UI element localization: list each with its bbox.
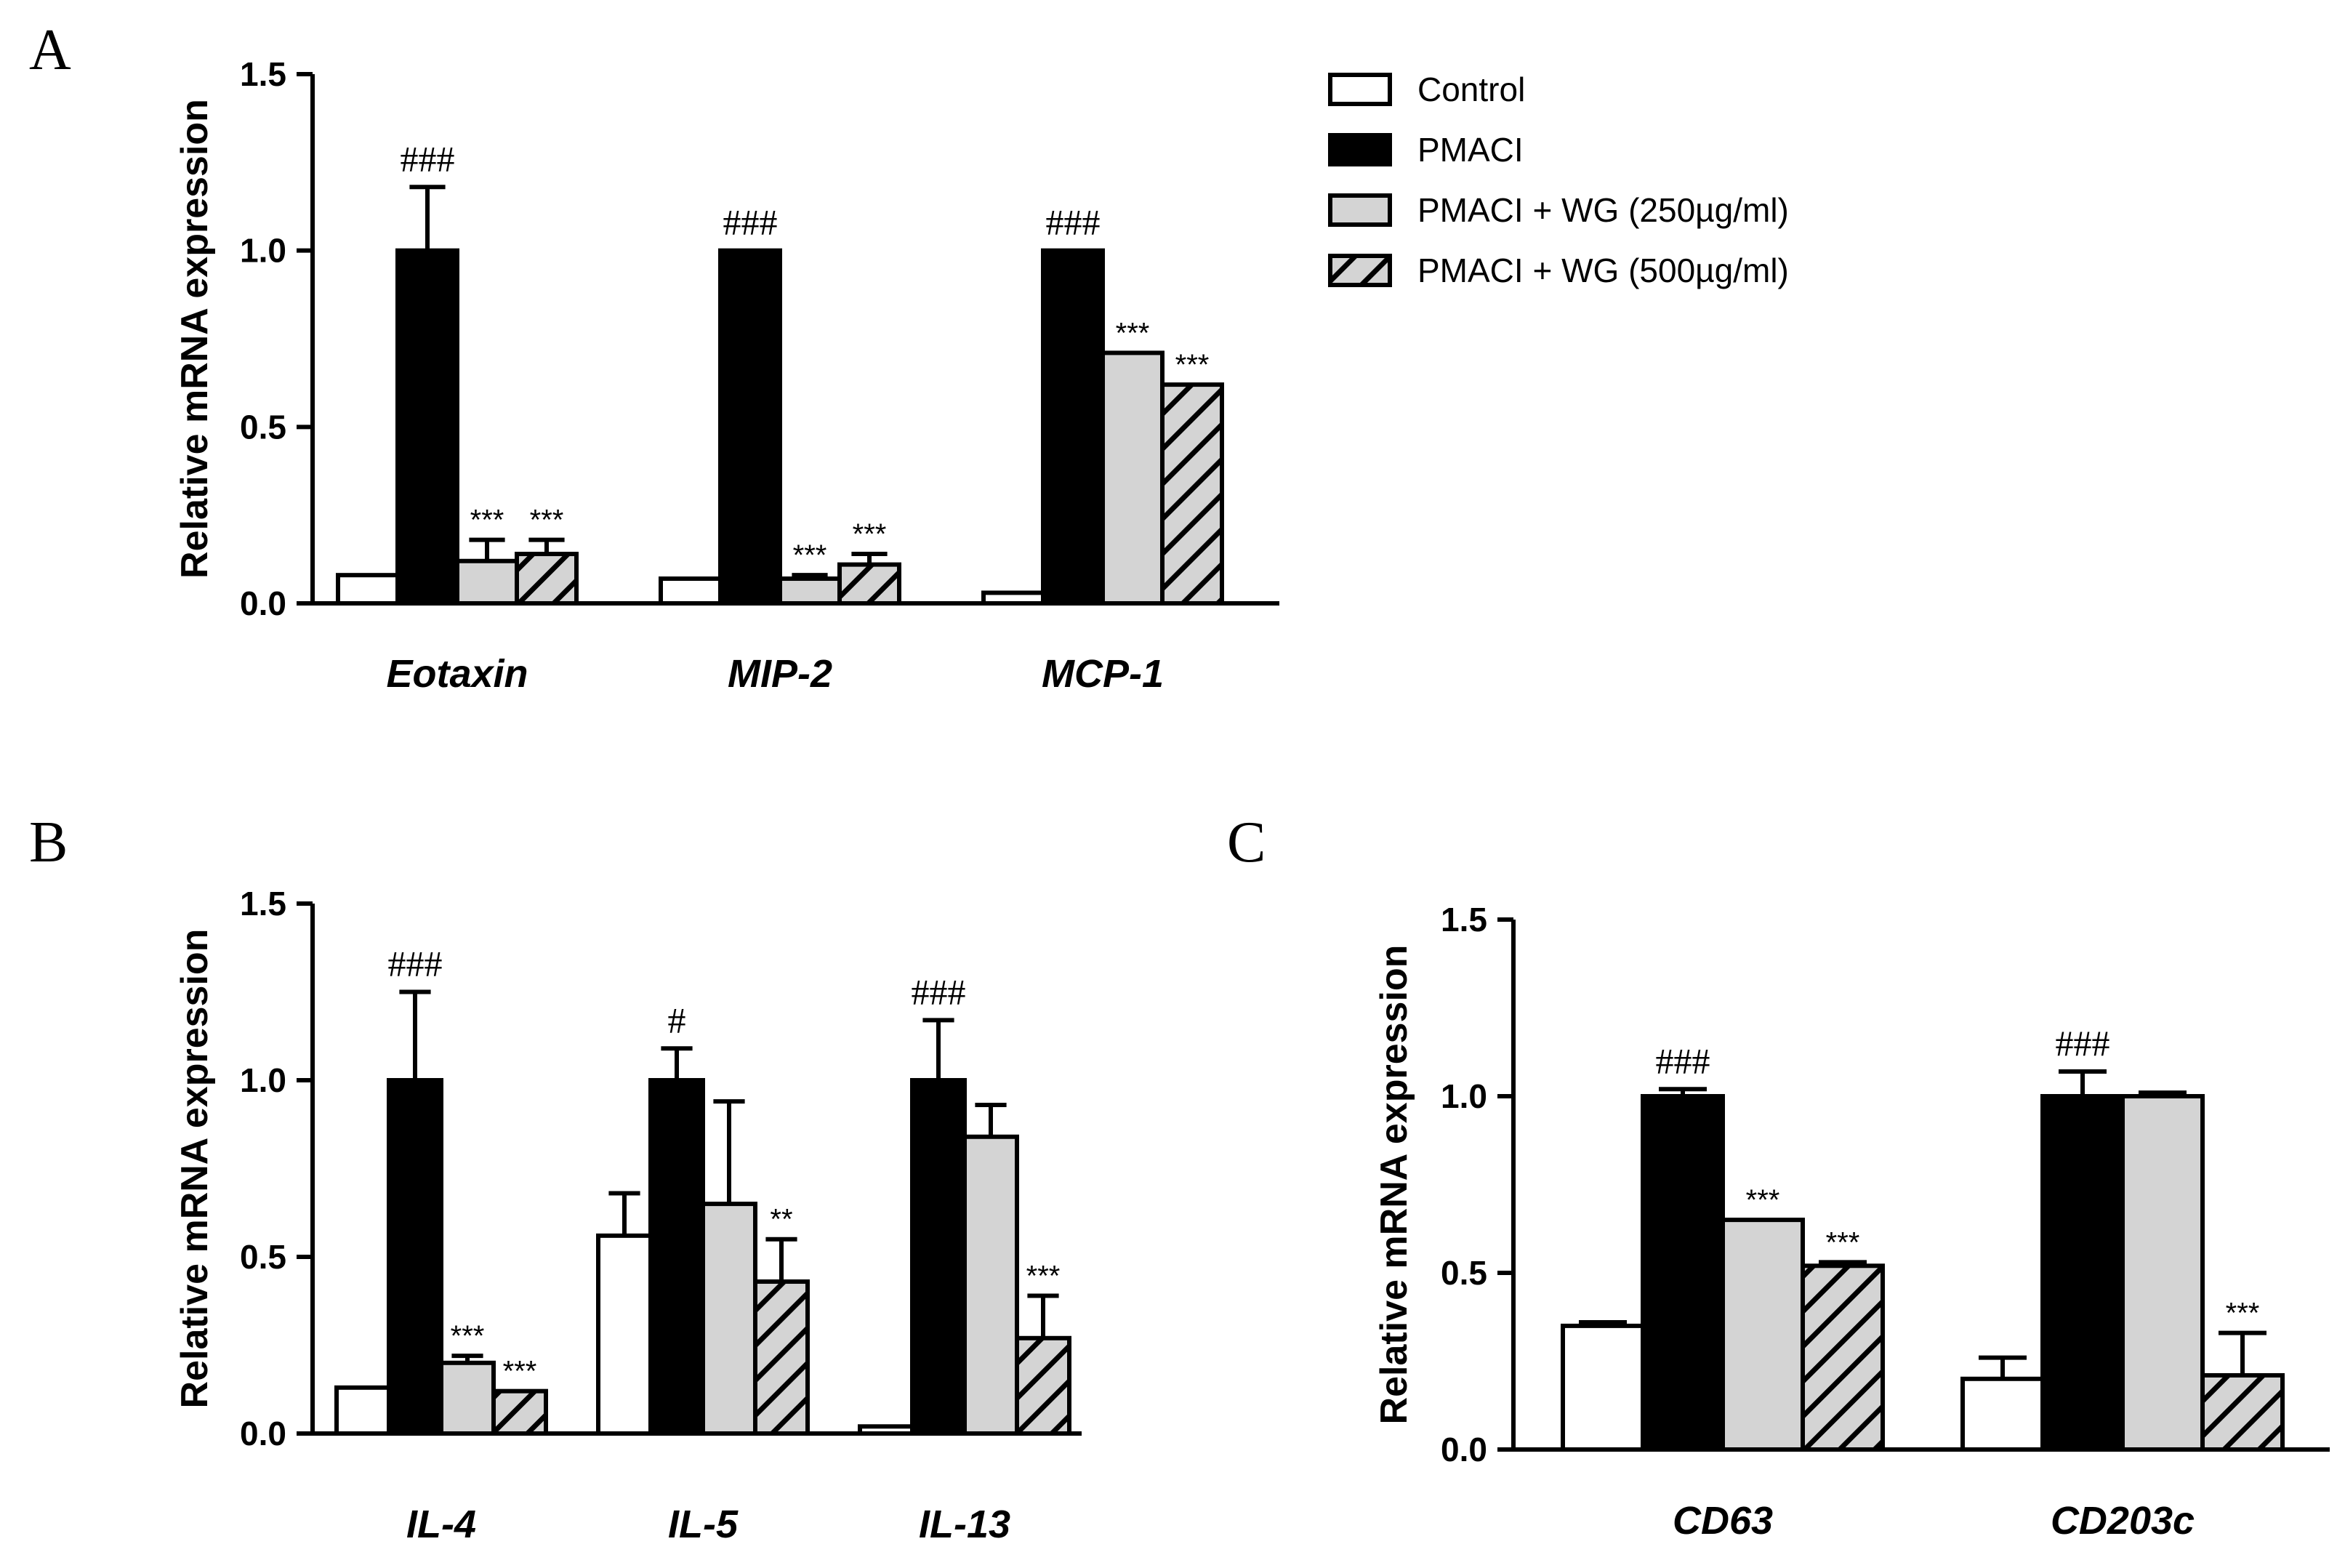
y-tick-label: 0.0 (240, 584, 286, 622)
panel-c-chart: 0.0 0.5 1.0 1.5 Relative mRNA expression ### *… (1373, 901, 2330, 1543)
bar (962, 1134, 1019, 1436)
significance-hash: ### (2056, 1023, 2110, 1064)
y-tick-label: 1.0 (1441, 1077, 1487, 1115)
legend-swatch (1328, 133, 1392, 166)
significance-hash: ### (1656, 1040, 1710, 1081)
bar (439, 1360, 496, 1436)
y-tick-label: 0.0 (1441, 1431, 1487, 1468)
bar (1101, 350, 1165, 606)
significance-stars: *** (451, 1320, 485, 1352)
legend: Control PMACI PMACI + WG (250µg/ml) PMACI +… (1328, 71, 1789, 289)
y-tick-label: 1.5 (240, 55, 286, 93)
significance-stars: *** (503, 1356, 537, 1388)
bar (718, 248, 782, 606)
y-tick-label: 1.0 (240, 1061, 286, 1099)
category-label: IL-5 (668, 1503, 739, 1546)
significance-stars: *** (853, 518, 887, 550)
significance-stars: *** (470, 504, 504, 536)
y-tick-label: 0.5 (240, 408, 286, 446)
y-axis-label: Relative mRNA expression (174, 929, 216, 1409)
category-label: IL-13 (919, 1503, 1010, 1546)
category-label: Eotaxin (386, 652, 528, 696)
significance-stars: *** (530, 504, 564, 536)
category-label: CD203c (2051, 1499, 2195, 1543)
y-tick-label: 0.5 (1441, 1254, 1487, 1292)
bar (387, 1078, 443, 1436)
y-tick-label: 1.5 (1441, 901, 1487, 938)
category-label: MIP-2 (728, 652, 832, 696)
bar (1960, 1376, 2045, 1452)
bar (1160, 382, 1224, 606)
legend-label: PMACI + WG (500µg/ml) (1417, 252, 1789, 289)
bar (981, 590, 1045, 606)
panel-letter-a: A (29, 18, 71, 82)
bar (515, 552, 579, 606)
legend-label: PMACI (1417, 131, 1524, 169)
bar (395, 248, 459, 606)
bar (910, 1078, 967, 1436)
bar (659, 576, 723, 606)
y-axis-label: Relative mRNA expression (174, 99, 216, 579)
significance-hash: ### (388, 944, 443, 984)
bar (648, 1078, 705, 1436)
bar (1561, 1323, 1645, 1452)
legend-swatch (1328, 193, 1392, 227)
bar (1641, 1094, 1725, 1452)
category-label: CD63 (1673, 1499, 1773, 1543)
significance-hash: ### (912, 971, 966, 1012)
significance-stars: *** (1746, 1184, 1780, 1216)
legend-swatch (1328, 254, 1392, 287)
legend-label: PMACI + WG (250µg/ml) (1417, 191, 1789, 229)
bar (336, 573, 400, 606)
bar (858, 1424, 914, 1436)
y-tick-label: 1.0 (240, 232, 286, 270)
category-label: IL-4 (406, 1503, 476, 1546)
category-label: MCP-1 (1042, 652, 1164, 696)
significance-stars: *** (2226, 1298, 2260, 1330)
bar (778, 576, 842, 606)
bar (596, 1233, 653, 1436)
y-axis-label: Relative mRNA expression (1373, 945, 1415, 1425)
y-tick-label: 0.5 (240, 1238, 286, 1276)
bar (701, 1202, 757, 1436)
legend-label: Control (1417, 71, 1525, 108)
bar (753, 1279, 810, 1436)
bar (455, 558, 519, 606)
significance-stars: *** (1116, 317, 1150, 349)
bar (2120, 1094, 2205, 1452)
significance-stars: ** (770, 1204, 792, 1236)
significance-stars: *** (1026, 1260, 1061, 1292)
significance-hash: ### (1046, 202, 1101, 243)
significance-hash: ### (401, 138, 455, 179)
panel-letter-b: B (29, 811, 68, 875)
significance-hash: # (668, 1000, 686, 1040)
y-tick-label: 0.0 (240, 1415, 286, 1452)
bar (1721, 1218, 1805, 1452)
legend-swatch (1328, 73, 1392, 106)
y-tick-label: 1.5 (240, 885, 286, 922)
bar (334, 1385, 391, 1436)
significance-stars: *** (1175, 349, 1210, 381)
panel-letter-c: C (1227, 811, 1266, 875)
bar (491, 1388, 548, 1436)
significance-stars: *** (1826, 1226, 1860, 1258)
significance-hash: ### (723, 202, 778, 243)
panel-a-chart: 0.0 0.5 1.0 1.5 Relative mRNA expression ### *… (174, 55, 1279, 696)
bar (1041, 248, 1105, 606)
bar (2200, 1372, 2285, 1452)
bar (2040, 1094, 2125, 1452)
bar (1801, 1263, 1885, 1452)
panel-b-chart: 0.0 0.5 1.0 1.5 Relative mRNA expression ### *… (174, 885, 1082, 1546)
bar (837, 562, 901, 606)
bar (1015, 1335, 1071, 1436)
significance-stars: *** (793, 539, 827, 571)
